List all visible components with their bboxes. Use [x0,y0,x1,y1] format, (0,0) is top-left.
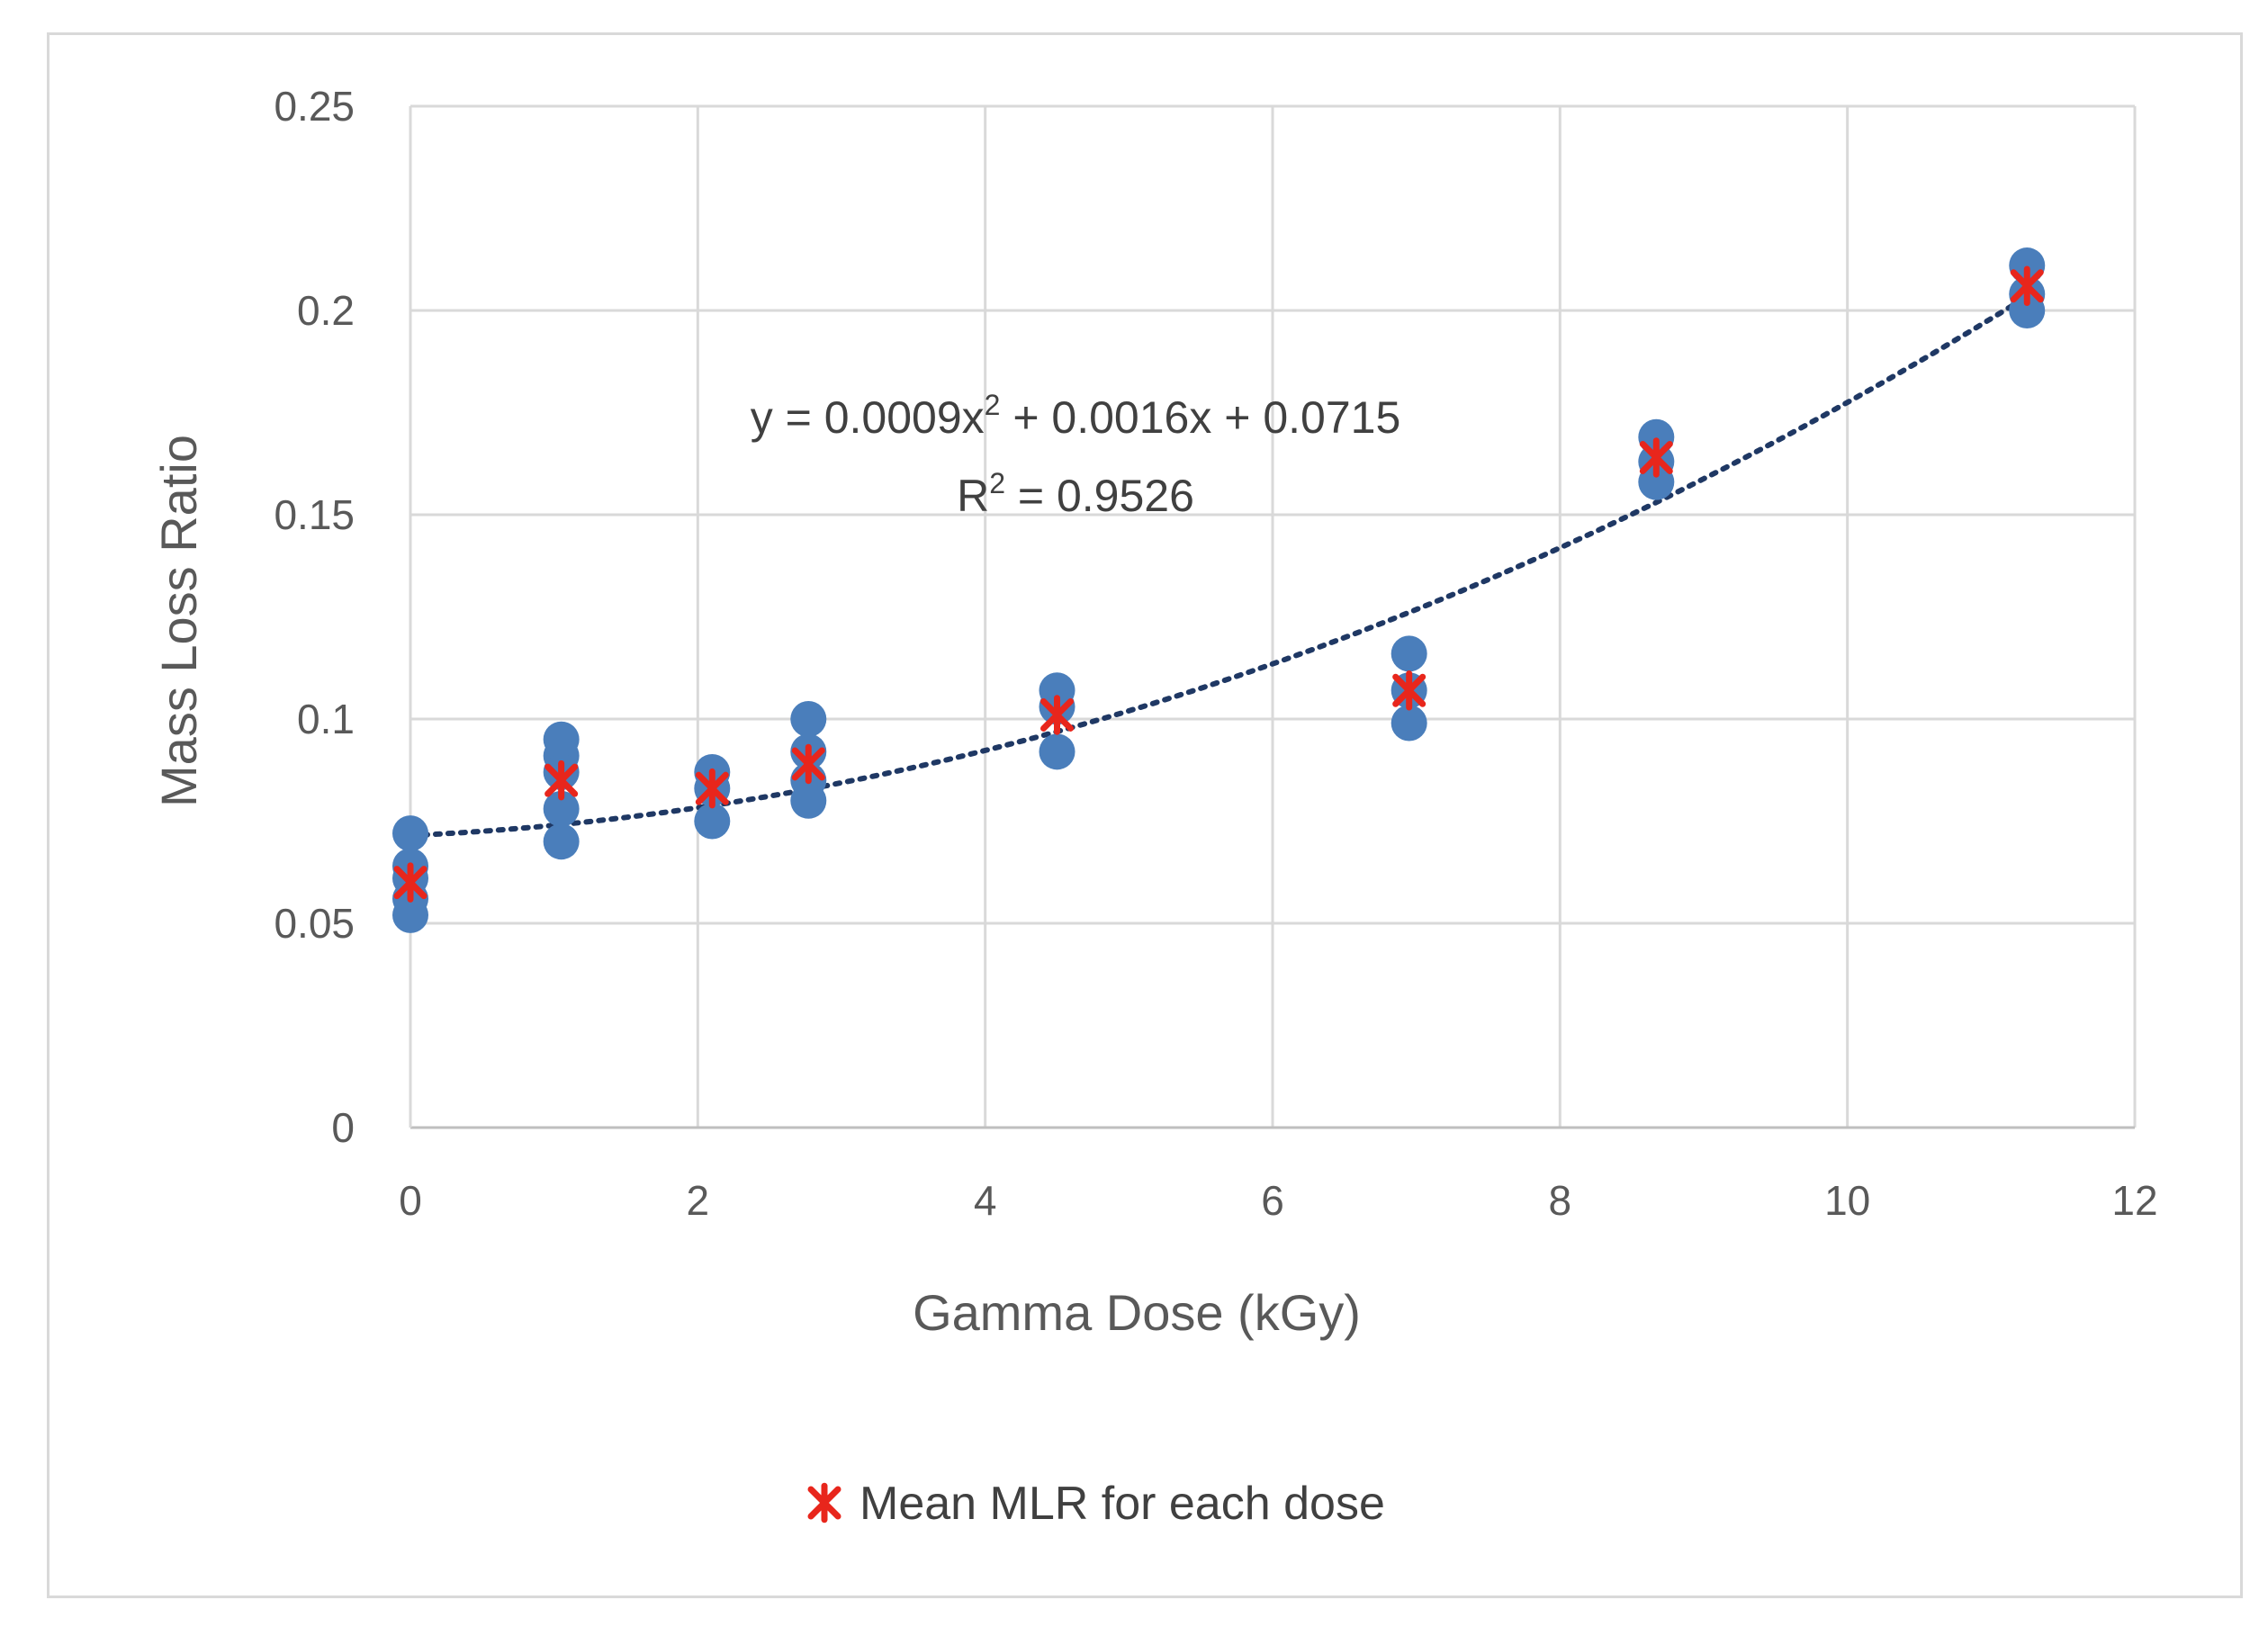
mean-marker [1040,695,1074,735]
sample-point [392,815,428,852]
sample-point [1390,635,1427,672]
tick-labels: 0 0.05 0.1 0.15 0.2 0.25 0 2 4 6 8 10 12 [274,83,2157,1224]
sample-points [392,247,2046,933]
gridlines [410,104,2137,1128]
x-tick-label: 10 [1824,1177,1870,1224]
chart-frame [47,32,2243,1598]
y-tick-label: 0 [331,1104,355,1151]
sample-point [2009,292,2046,328]
x-tick-label: 12 [2111,1177,2157,1224]
mean-marker [2010,265,2044,307]
trendline-curve [408,293,2030,839]
legend-asterisk-icon [807,1482,842,1524]
y-tick-label: 0.25 [274,83,355,130]
sample-point [1039,733,1076,770]
x-tick-label: 6 [1261,1177,1284,1224]
x-tick-label: 0 [399,1177,422,1224]
r-squared-label: R2 = 0.9526 [957,467,1194,521]
sample-point [1638,463,1675,500]
mean-marker [791,743,825,785]
mean-marker [695,768,729,809]
sample-point [543,823,580,860]
x-axis-title: Gamma Dose (kGy) [913,1284,1361,1341]
x-tick-label: 8 [1549,1177,1572,1224]
y-tick-label: 0.2 [297,287,355,334]
mean-marker [1392,670,1426,711]
x-tick-label: 2 [687,1177,710,1224]
sample-point [543,790,580,827]
x-tick-label: 4 [974,1177,997,1224]
legend-label: Mean MLR for each dose [860,1478,1385,1530]
trendline-equation: y = 0.0009x2 + 0.0016x + 0.0715 [751,389,1401,443]
trendline [408,293,2030,839]
sample-point [392,896,428,933]
sample-point [1390,705,1427,742]
mean-marker [544,760,579,801]
mean-markers [393,265,2044,903]
sample-point [790,782,827,819]
y-tick-label: 0.1 [297,696,355,742]
y-axis-title: Mass Loss Ratio [150,435,207,807]
y-tick-label: 0.15 [274,491,355,538]
sample-point [790,701,827,737]
mean-marker [393,862,428,903]
mean-marker [1639,437,1673,478]
y-tick-label: 0.05 [274,900,355,947]
axes [409,106,2135,1129]
sample-point [694,803,731,840]
legend: Mean MLR for each dose [807,1478,1385,1530]
